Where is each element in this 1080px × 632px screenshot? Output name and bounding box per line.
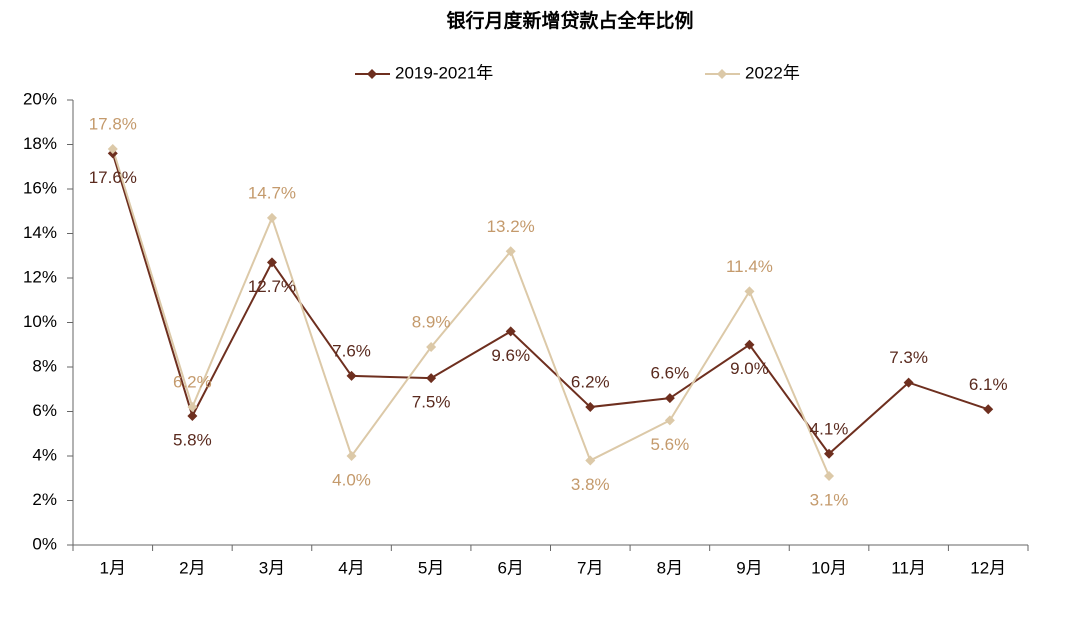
point	[664, 393, 675, 404]
point	[346, 451, 357, 461]
x-tick-label: 8月	[657, 558, 683, 577]
y-tick-label: 18%	[23, 134, 57, 153]
data-label: 5.6%	[651, 435, 690, 454]
data-label: 7.3%	[889, 348, 928, 367]
legend-label: 2022年	[745, 63, 800, 82]
y-tick-label: 0%	[32, 534, 57, 553]
x-tick-label: 7月	[577, 558, 603, 577]
y-tick-label: 12%	[23, 267, 57, 286]
y-tick-label: 14%	[23, 223, 57, 242]
x-tick-label: 9月	[736, 558, 762, 577]
data-label: 8.9%	[412, 312, 451, 331]
point	[824, 471, 835, 482]
data-label: 4.1%	[810, 419, 849, 438]
x-tick-label: 6月	[497, 558, 523, 577]
y-tick-label: 20%	[23, 89, 57, 108]
data-label: 6.2%	[173, 373, 212, 392]
legend-marker	[367, 69, 377, 79]
point	[664, 415, 675, 426]
point	[744, 339, 755, 350]
chart-title: 银行月度新增贷款占全年比例	[446, 9, 693, 32]
point	[744, 286, 755, 297]
data-label: 6.1%	[969, 375, 1008, 394]
data-label: 3.8%	[571, 475, 610, 494]
x-tick-label: 12月	[970, 558, 1006, 577]
legend-marker	[717, 69, 727, 79]
data-label: 11.4%	[726, 257, 773, 276]
point	[505, 326, 516, 337]
point	[426, 341, 437, 352]
x-tick-label: 10月	[811, 558, 847, 577]
point	[824, 448, 835, 459]
data-label: 9.6%	[491, 346, 530, 365]
point	[107, 143, 118, 154]
x-tick-label: 5月	[418, 558, 444, 577]
data-label: 17.6%	[89, 168, 137, 187]
data-label: 7.5%	[412, 393, 451, 412]
data-label: 4.0%	[332, 470, 371, 489]
series-line	[111, 148, 830, 477]
data-label: 13.2%	[487, 217, 535, 236]
data-label: 6.6%	[651, 364, 690, 383]
y-tick-label: 16%	[23, 178, 57, 197]
y-tick-label: 6%	[32, 401, 57, 420]
point	[585, 455, 596, 466]
point	[426, 373, 437, 384]
data-label: 3.1%	[810, 491, 849, 510]
x-tick-label: 4月	[338, 558, 364, 577]
data-label: 6.2%	[571, 373, 610, 392]
point	[266, 212, 277, 223]
data-label: 7.6%	[332, 341, 371, 360]
point	[187, 410, 198, 421]
series-line	[111, 153, 989, 456]
y-tick-label: 8%	[32, 356, 57, 375]
x-tick-label: 3月	[259, 558, 285, 577]
legend-label: 2019-2021年	[395, 63, 493, 82]
data-label: 12.7%	[248, 277, 296, 296]
x-tick-label: 1月	[100, 558, 126, 577]
y-tick-label: 2%	[32, 490, 57, 509]
y-tick-label: 4%	[32, 445, 57, 464]
x-tick-label: 11月	[891, 558, 926, 577]
point	[346, 370, 357, 381]
point	[903, 377, 914, 388]
point	[505, 246, 516, 257]
y-tick-label: 10%	[23, 312, 57, 331]
point	[983, 404, 994, 415]
point	[187, 402, 198, 413]
data-label: 17.8%	[89, 114, 137, 133]
data-label: 5.8%	[173, 430, 212, 449]
x-tick-label: 2月	[179, 558, 205, 577]
data-label: 14.7%	[248, 183, 296, 202]
data-label: 9.0%	[730, 359, 769, 378]
point	[266, 257, 277, 268]
point	[585, 402, 596, 413]
